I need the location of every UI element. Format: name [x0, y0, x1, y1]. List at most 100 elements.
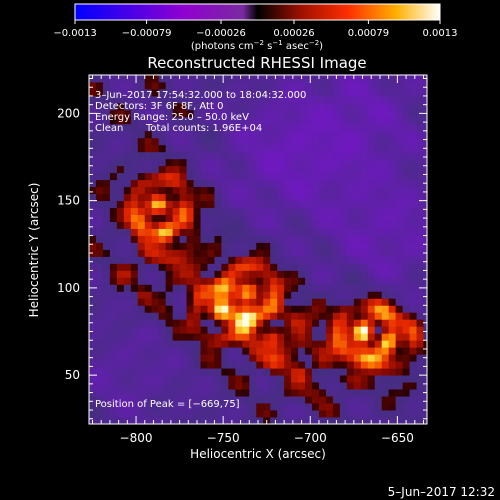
heatmap-cell	[130, 298, 139, 306]
heatmap-cell	[249, 144, 257, 153]
heatmap-cell	[318, 340, 327, 348]
heatmap-cell	[367, 81, 376, 90]
heatmap-cell	[284, 228, 292, 236]
heatmap-cell	[221, 382, 229, 390]
heatmap-cell	[416, 382, 424, 390]
heatmap-cell	[193, 298, 201, 306]
heatmap-cell	[186, 193, 194, 202]
heatmap-cell	[409, 193, 417, 202]
heatmap-cell	[312, 375, 320, 383]
heatmap-cell	[367, 340, 376, 348]
heatmap-cell	[305, 158, 313, 167]
heatmap-cell	[402, 158, 410, 167]
heatmap-cell	[130, 389, 139, 397]
heatmap-cell	[256, 361, 264, 369]
heatmap-cell	[353, 249, 362, 257]
heatmap-cell	[367, 361, 376, 369]
heatmap-cell	[423, 116, 427, 125]
heatmap-cell	[137, 200, 146, 209]
heatmap-cell	[263, 158, 271, 167]
heatmap-cell	[402, 347, 410, 355]
heatmap-cell	[207, 326, 215, 334]
heatmap-cell	[367, 235, 376, 243]
heatmap-cell	[374, 396, 383, 404]
heatmap-cell	[102, 109, 111, 118]
heatmap-cell	[116, 403, 125, 411]
heatmap-cell	[409, 256, 417, 264]
heatmap-cell	[144, 361, 153, 369]
heatmap-cell	[388, 291, 397, 299]
heatmap-cell	[395, 75, 404, 83]
heatmap-cell	[165, 221, 174, 229]
heatmap-cell	[214, 396, 222, 404]
heatmap-cell	[165, 347, 174, 355]
heatmap-cell	[207, 102, 215, 111]
heatmap-cell	[109, 256, 118, 264]
heatmap-cell	[318, 354, 327, 362]
heatmap-cell	[423, 347, 427, 355]
heatmap-cell	[325, 214, 334, 222]
heatmap-cell	[123, 144, 132, 153]
heatmap-cell	[158, 354, 167, 362]
heatmap-cell	[416, 403, 424, 411]
heatmap-cell	[367, 291, 376, 299]
heatmap-cell	[137, 270, 146, 278]
heatmap-cell	[298, 214, 306, 222]
heatmap-cell	[360, 361, 369, 369]
heatmap-cell	[339, 207, 348, 215]
heatmap-cell	[353, 298, 362, 306]
heatmap-cell	[346, 123, 355, 132]
heatmap-cell	[137, 81, 146, 90]
heatmap-cell	[179, 95, 187, 104]
heatmap-cell	[235, 179, 243, 188]
heatmap-cell	[242, 214, 250, 222]
heatmap-cell	[109, 88, 118, 97]
heatmap-cell	[242, 319, 250, 327]
heatmap-cell	[123, 354, 132, 362]
heatmap-cell	[332, 207, 341, 215]
heatmap-cell	[374, 326, 383, 334]
heatmap-cell	[325, 417, 334, 424]
heatmap-cell	[95, 319, 104, 327]
heatmap-cell	[151, 256, 160, 264]
heatmap-cell	[228, 151, 236, 160]
heatmap-cell	[165, 291, 174, 299]
heatmap-cell	[312, 228, 320, 236]
heatmap-cell	[263, 368, 271, 376]
heatmap-cell	[144, 116, 153, 125]
heatmap-cell	[151, 81, 160, 90]
heatmap-cell	[165, 228, 174, 236]
heatmap-cell	[256, 396, 264, 404]
heatmap-cell	[151, 88, 160, 97]
heatmap-cell	[291, 151, 299, 160]
heatmap-cell	[235, 382, 243, 390]
heatmap-cell	[395, 347, 404, 355]
heatmap-cell	[409, 319, 417, 327]
heatmap-cell	[360, 109, 369, 118]
heatmap-cell	[137, 165, 146, 174]
heatmap-cell	[291, 312, 299, 320]
heatmap-cell	[207, 193, 215, 202]
heatmap-cell	[353, 151, 362, 160]
heatmap-cell	[200, 263, 208, 271]
heatmap-cell	[409, 298, 417, 306]
heatmap-cell	[402, 389, 410, 397]
heatmap-cell	[221, 340, 229, 348]
heatmap-cell	[242, 88, 250, 97]
heatmap-cell	[388, 75, 397, 83]
heatmap-cell	[200, 158, 208, 167]
heatmap-cell	[402, 214, 410, 222]
annotation-total-counts: Total counts: 1.96E+04	[145, 123, 262, 134]
heatmap-cell	[193, 382, 201, 390]
heatmap-cell	[298, 410, 306, 418]
heatmap-cell	[381, 158, 390, 167]
heatmap-cell	[360, 368, 369, 376]
heatmap-cell	[360, 242, 369, 250]
heatmap-cell	[144, 102, 153, 111]
heatmap-cell	[95, 81, 104, 90]
heatmap-cell	[374, 410, 383, 418]
heatmap-cell	[151, 221, 160, 229]
heatmap-cell	[291, 228, 299, 236]
heatmap-cell	[360, 319, 369, 327]
heatmap-cell	[256, 179, 264, 188]
